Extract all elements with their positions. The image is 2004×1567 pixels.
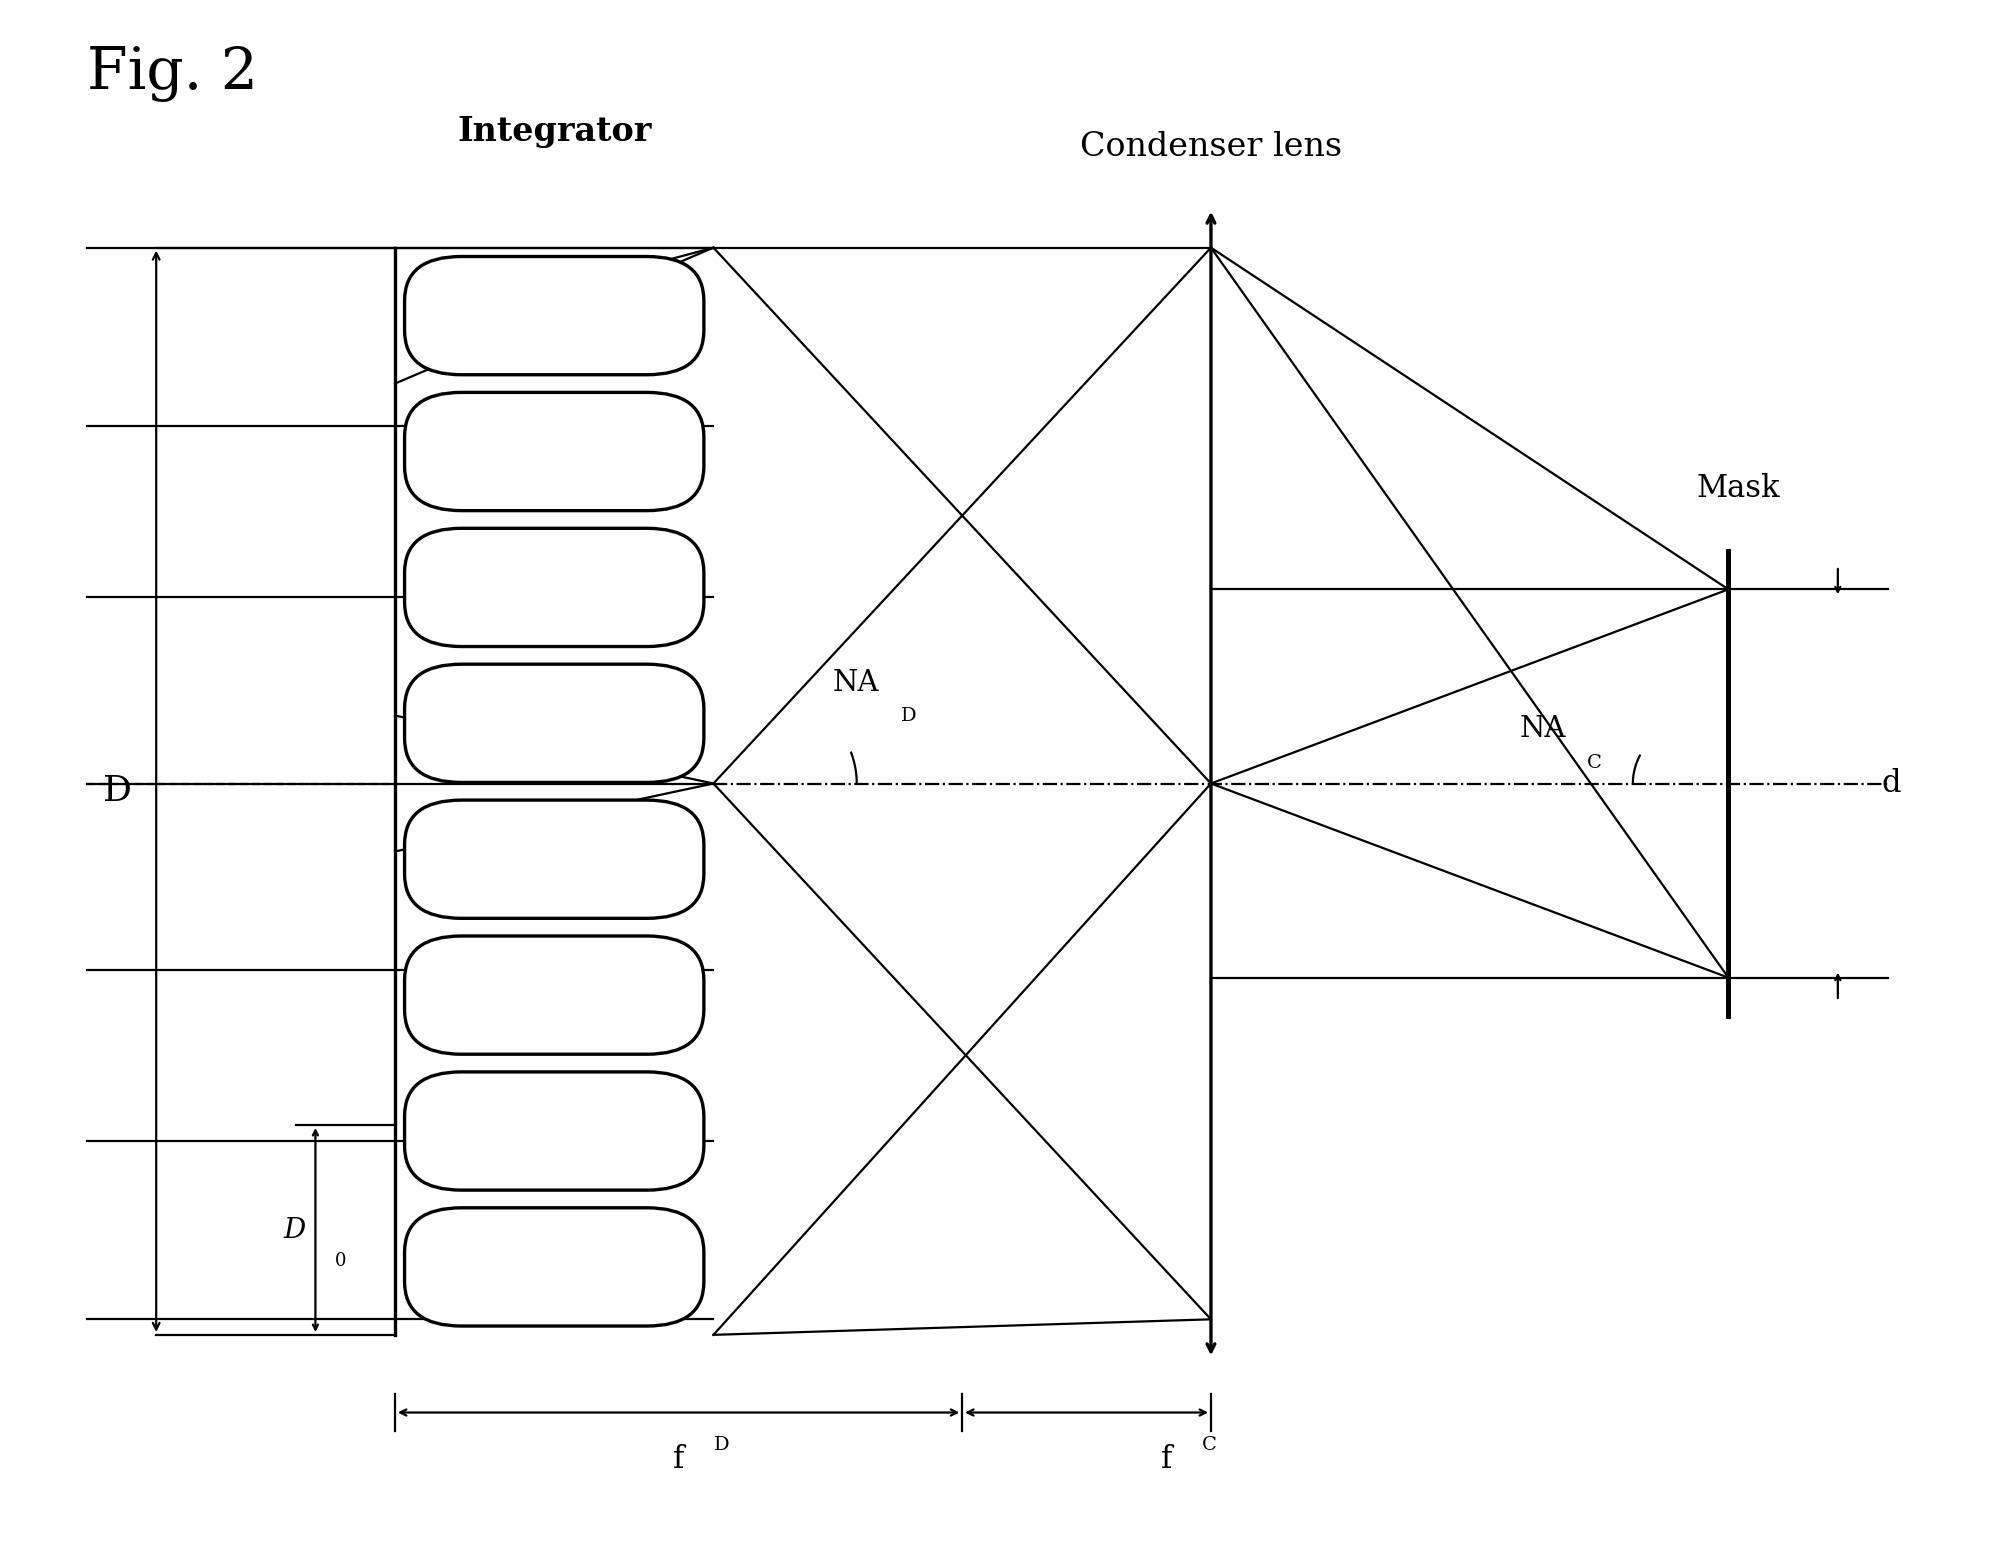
Text: D: D — [283, 1216, 305, 1244]
FancyBboxPatch shape — [405, 1208, 703, 1326]
FancyBboxPatch shape — [405, 528, 703, 647]
Text: D: D — [104, 774, 132, 809]
Text: NA: NA — [1519, 715, 1565, 743]
Text: C: C — [1587, 754, 1601, 773]
Text: f: f — [673, 1443, 683, 1475]
Text: Integrator: Integrator — [457, 114, 651, 147]
Text: d: d — [1882, 768, 1902, 799]
Text: f: f — [1160, 1443, 1172, 1475]
Text: Fig. 2: Fig. 2 — [86, 45, 259, 102]
Text: Mask: Mask — [1697, 473, 1780, 505]
Text: NA: NA — [834, 669, 880, 697]
FancyBboxPatch shape — [405, 1072, 703, 1189]
FancyBboxPatch shape — [405, 801, 703, 918]
FancyBboxPatch shape — [405, 257, 703, 375]
FancyBboxPatch shape — [405, 392, 703, 511]
Text: D: D — [715, 1435, 729, 1454]
FancyBboxPatch shape — [405, 664, 703, 782]
Text: 0: 0 — [335, 1252, 347, 1269]
FancyBboxPatch shape — [405, 935, 703, 1055]
Text: Condenser lens: Condenser lens — [1080, 130, 1343, 163]
Text: D: D — [900, 707, 916, 726]
Text: C: C — [1202, 1435, 1216, 1454]
